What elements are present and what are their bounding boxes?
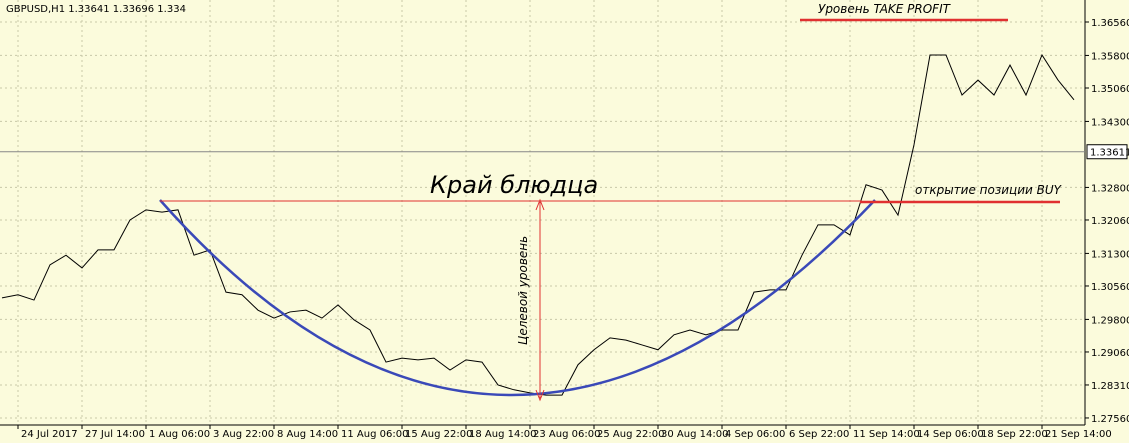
plot-area <box>0 0 1085 425</box>
y-tick-label: 1.28310 <box>1091 381 1129 392</box>
y-tick-label: 1.34300 <box>1091 117 1129 128</box>
cup-arc <box>159 199 876 397</box>
x-tick-label: 4 Sep 06:00 <box>725 429 785 440</box>
x-tick-label: 30 Aug 14:00 <box>661 429 728 440</box>
x-tick-label: 15 Aug 22:00 <box>405 429 472 440</box>
x-tick-label: 14 Sep 06:00 <box>917 429 984 440</box>
annotation: Край блюдца <box>430 171 598 199</box>
x-tick-label: 24 Jul 2017 <box>21 429 78 440</box>
x-tick-label: 27 Jul 14:00 <box>85 429 145 440</box>
y-tick-label: 1.27560 <box>1091 414 1129 425</box>
annotation: Уровень TAKE PROFIT <box>818 2 952 16</box>
annotation: открытие позиции BUY <box>915 183 1063 197</box>
chart-title: GBPUSD,H1 1.33641 1.33696 1.334 <box>6 4 186 15</box>
x-tick-label: 1 Aug 06:00 <box>149 429 210 440</box>
x-tick-label: 6 Sep 22:00 <box>789 429 849 440</box>
x-tick-label: 11 Aug 06:00 <box>341 429 408 440</box>
annotation: Целевой уровень <box>516 236 530 345</box>
x-tick-label: 23 Aug 06:00 <box>533 429 600 440</box>
y-tick-label: 1.30560 <box>1091 282 1129 293</box>
y-tick-label: 1.32800 <box>1091 183 1129 194</box>
y-tick-label: 1.29060 <box>1091 348 1129 359</box>
y-tick-label: 1.32060 <box>1091 216 1129 227</box>
arrow-heads <box>535 198 545 402</box>
current-price-label: 1.33611 <box>1090 148 1129 159</box>
x-tick-label: 8 Aug 14:00 <box>277 429 338 440</box>
x-tick-label: 3 Aug 22:00 <box>213 429 274 440</box>
x-tick-label: 18 Aug 14:00 <box>469 429 536 440</box>
y-tick-label: 1.29800 <box>1091 315 1129 326</box>
y-tick-label: 1.35800 <box>1091 51 1129 62</box>
x-tick-label: 25 Aug 22:00 <box>597 429 664 440</box>
x-tick-label: 21 Sep 14:00 <box>1045 429 1112 440</box>
y-tick-label: 1.31300 <box>1091 249 1129 260</box>
x-tick-label: 18 Sep 22:00 <box>981 429 1048 440</box>
current-price-box <box>1086 144 1128 160</box>
y-tick-label: 1.35060 <box>1091 84 1129 95</box>
x-tick-label: 11 Sep 14:00 <box>853 429 920 440</box>
y-tick-label: 1.36560 <box>1091 18 1129 29</box>
